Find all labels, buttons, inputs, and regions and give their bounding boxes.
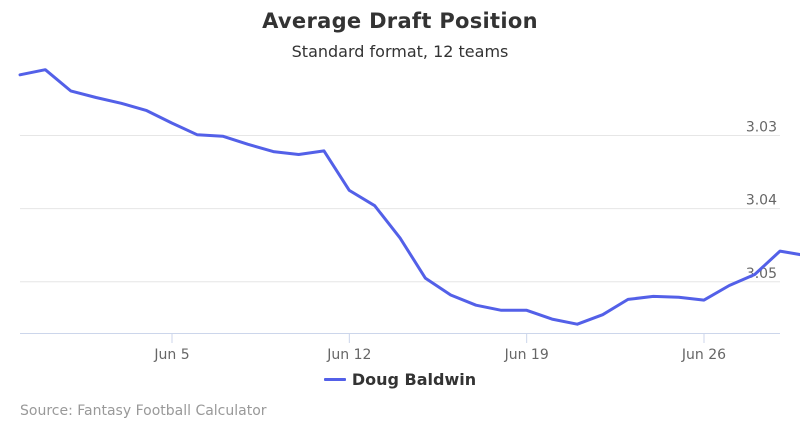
x-tick-label: Jun 5: [153, 347, 189, 363]
legend-swatch-doug-baldwin: [323, 378, 346, 381]
chart-subtitle: Standard format, 12 teams: [291, 42, 509, 61]
y-tick-label: 3.03: [746, 120, 777, 136]
legend[interactable]: Doug Baldwin: [0, 370, 800, 389]
x-tick-label: Jun 19: [504, 347, 549, 363]
grid-lines: [20, 135, 780, 283]
x-tick-label: Jun 26: [681, 347, 726, 363]
x-axis: Jun 5 Jun 12 Jun 19 Jun 26: [20, 333, 780, 363]
legend-label-doug-baldwin: Doug Baldwin: [351, 370, 477, 389]
plot-area: [18, 68, 800, 326]
chart-title: Average Draft Position: [262, 9, 538, 33]
series-line-doug-baldwin[interactable]: [18, 68, 800, 326]
y-tick-label: 3.04: [746, 193, 777, 209]
y-tick-label: 3.05: [746, 266, 777, 282]
x-tick-label: Jun 12: [326, 347, 371, 363]
y-axis: 3.03 3.04 3.05: [746, 120, 777, 282]
chart-credits[interactable]: Source: Fantasy Football Calculator: [20, 403, 267, 419]
